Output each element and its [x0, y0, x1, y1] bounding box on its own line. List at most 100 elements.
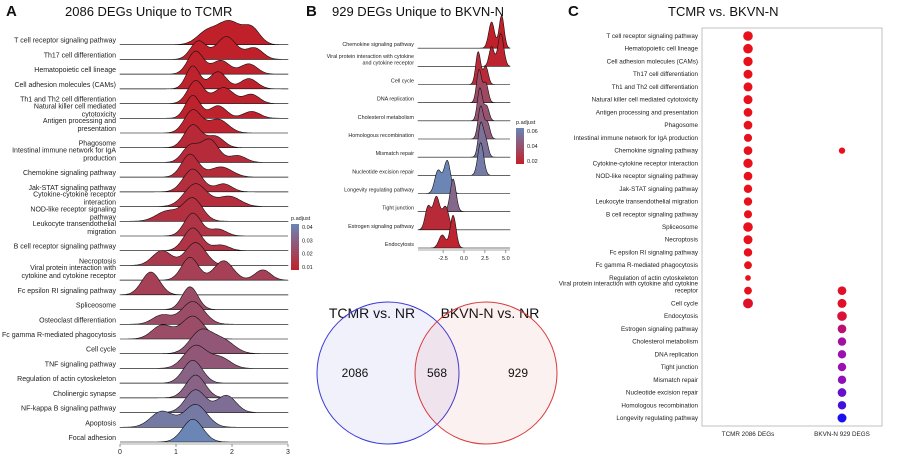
dotplot-dot — [745, 275, 751, 281]
venn-left-only-count: 2086 — [342, 366, 369, 380]
ridge-row-label: Necroptosis — [79, 258, 116, 265]
dotplot-row-label: B cell receptor signaling pathway — [606, 211, 699, 218]
dotplot-row-label: Cholesterol metabolism — [632, 339, 698, 346]
legend-tick-label: 0.06 — [527, 129, 538, 135]
dotplot-row-label: Regulation of actin cytoskeleton — [609, 275, 698, 282]
dotplot-dot — [744, 261, 752, 270]
ridge-density-1-5 — [418, 105, 510, 140]
dotplot-dot — [837, 324, 847, 334]
dotplot-row-label: Fc gamma R-mediated phagocytosis — [595, 262, 698, 269]
ridge-row-label: Th1 and Th2 cell differentiation — [20, 97, 116, 104]
x-tick-label: 2.5 — [481, 256, 489, 262]
ridge-density-0-18 — [119, 286, 289, 310]
ridge-density-0-19 — [119, 301, 289, 325]
ridge-row-label: Intestinal immune network for IgA — [12, 147, 116, 154]
ridge-density-0-20 — [120, 315, 288, 340]
ridge-row-label: Mismatch repair — [376, 151, 415, 157]
venn-circle-left — [316, 301, 460, 445]
ridge-row-label: Homologous recombination — [348, 133, 414, 139]
dotplot-row-label: Estrogen signaling pathway — [621, 326, 699, 333]
ridge-row-label: NF-kappa B signaling pathway — [21, 406, 116, 413]
legend-title: p.adjust — [516, 120, 536, 126]
dotplot-dot — [743, 82, 753, 92]
x-tick-label: 0 — [118, 449, 122, 456]
ridge-row-label: cytotoxicity — [82, 111, 117, 118]
x-tick-label: 0.0 — [460, 256, 468, 262]
ridge-row-label: interaction — [84, 200, 116, 207]
dotplot-row-label: Jak-STAT signaling pathway — [619, 186, 699, 193]
dotplot-dot — [744, 286, 752, 295]
panel-a-ridgeline: T cell receptor signaling pathway Th17 ce… — [2, 20, 313, 456]
ridge-density-1-2 — [418, 51, 510, 85]
ridge-density-0-11 — [119, 183, 289, 207]
ridge-row-label: Apoptosis — [85, 420, 116, 427]
dotplot-row-label: Hematopoietic cell lineage — [624, 46, 698, 53]
dotplot-frame — [701, 27, 883, 427]
ridge-row-label: Longevity regulating pathway — [344, 188, 414, 194]
ridge-row-label: Viral protein interaction with cytokine — [327, 54, 414, 60]
ridge-row-label: Cell cycle — [391, 79, 414, 85]
ridge-row-label: Chemokine signaling pathway — [23, 170, 116, 177]
dotplot-dot — [837, 337, 847, 346]
x-tick-label: -2.5 — [438, 256, 447, 262]
venn-right-only-count: 929 — [508, 366, 528, 380]
ridge-row-label: cytokine and cytokine receptor — [21, 273, 116, 280]
ridge-density-0-27 — [120, 418, 288, 443]
x-tick-label: 1 — [174, 449, 178, 456]
dotplot-row-label: Mismatch repair — [653, 377, 698, 384]
ridge-row-label: and cytokine receptor — [362, 60, 414, 66]
ridge-density-0-24 — [119, 374, 289, 399]
dotplot-dot — [837, 298, 847, 308]
ridge-row-label: TNF signaling pathway — [45, 361, 117, 368]
ridge-density-0-2 — [119, 50, 289, 75]
ridge-row-label: DNA replication — [377, 97, 414, 103]
dotplot-row-label: Endocytosis — [664, 313, 698, 320]
ridge-row-label: Cholinergic synapse — [53, 391, 116, 398]
ridge-row-label: pathway — [90, 214, 117, 221]
dotplot-dot — [743, 133, 753, 142]
dotplot-dot — [837, 375, 847, 384]
dotplot-dot — [837, 388, 847, 397]
dotplot-dot — [743, 298, 753, 309]
venn-set-left-label: TCMR vs. NR — [329, 305, 415, 321]
legend-tick-label: 0.02 — [527, 159, 538, 165]
venn-circle-right — [414, 301, 558, 445]
ridge-density-0-5 — [119, 95, 289, 119]
dotplot-dot — [743, 108, 753, 117]
ridge-density-0-17 — [119, 271, 289, 296]
dotplot-row-label: Nucleotide excision repair — [626, 390, 698, 397]
ridge-row-label: Fc gamma R-mediated phagocytosis — [2, 332, 116, 339]
ridge-row-label: Chemokine signaling pathway — [342, 42, 414, 48]
ridge-row-label: Endocytosis — [385, 242, 414, 248]
panel-b-letter: B — [306, 3, 317, 20]
dotplot-column-label: TCMR 2086 DEGs — [722, 431, 775, 438]
dotplot-row-label: Natural killer cell mediated cytotoxicit… — [592, 97, 699, 104]
ridge-density-1-6 — [417, 121, 511, 158]
dotplot-row-label: Th17 cell differentiation — [633, 71, 698, 78]
ridge-row-label: Cytokine-cytokine receptor — [33, 192, 117, 199]
ridge-density-1-8 — [418, 159, 510, 194]
ridge-density-0-13 — [120, 212, 288, 237]
x-tick-label: 3 — [286, 449, 290, 456]
ridge-row-label: Antigen processing and — [43, 118, 116, 125]
ridge-row-label: Tight junction — [382, 206, 414, 212]
dotplot-column-label: BKVN-N 929 DEGS — [814, 431, 870, 438]
ridge-density-0-21 — [119, 328, 289, 355]
ridge-density-0-12 — [119, 197, 289, 222]
dotplot-row-label: Th1 and Th2 cell differentiation — [612, 84, 699, 91]
ridge-density-0-6 — [120, 109, 288, 134]
dotplot-dot — [743, 235, 753, 245]
dotplot-row-label: NOD-like receptor signaling pathway — [596, 173, 699, 180]
ridge-density-0-7 — [119, 124, 289, 149]
dotplot-dot — [837, 413, 847, 423]
dotplot-dot — [743, 158, 753, 168]
venn-overlap-count: 568 — [427, 366, 447, 380]
legend-tick-label: 0.04 — [302, 225, 313, 231]
dotplot-dot — [743, 146, 753, 155]
ridge-row-label: production — [83, 155, 116, 162]
ridge-density-0-22 — [119, 344, 289, 369]
ridge-row-label: Viral protein interaction with — [30, 265, 116, 272]
dotplot-dot — [743, 248, 753, 257]
ridge-row-label: NOD-like receptor signaling — [30, 206, 116, 213]
ridge-row-label: Leukocyte transendothelial — [33, 221, 117, 228]
